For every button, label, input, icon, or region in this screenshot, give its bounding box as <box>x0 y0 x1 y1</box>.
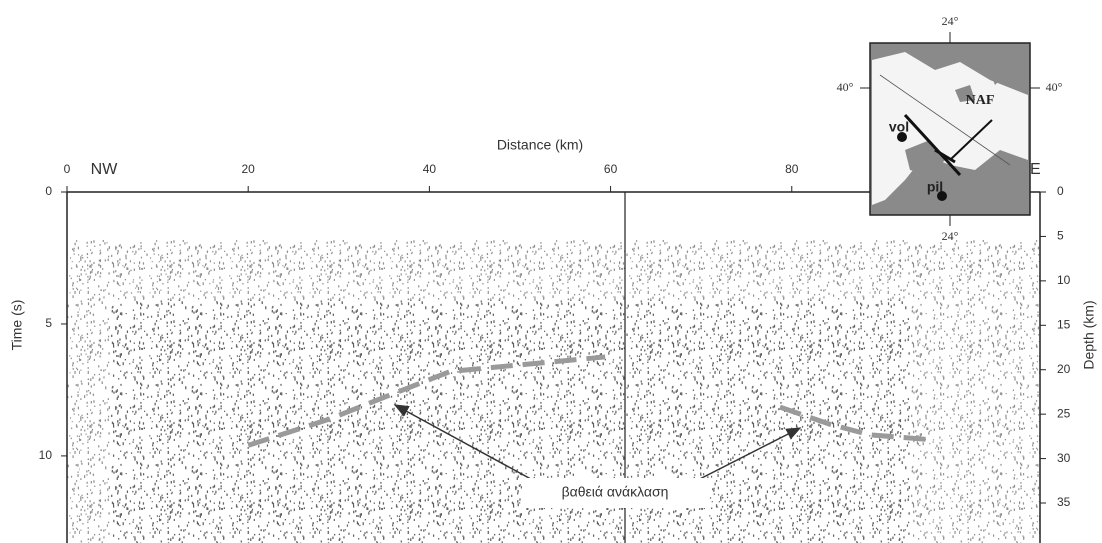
end-label: NW <box>91 161 119 178</box>
y2-tick-label: 35 <box>1057 495 1071 509</box>
x-axis-title: Distance (km) <box>497 137 583 153</box>
x-tick-label: 40 <box>423 162 437 176</box>
map-label: 40° <box>1046 80 1063 94</box>
seismic-figure: Distance (km) Time (s) Depth (km) NW SE … <box>0 0 1102 543</box>
x-tick-label: 80 <box>785 162 799 176</box>
y2-tick-label: 30 <box>1057 451 1071 465</box>
y2-tick-label: 5 <box>1057 229 1064 243</box>
y2-tick-label: 20 <box>1057 362 1071 376</box>
map-label: pil <box>927 179 943 195</box>
y2-tick-label: 0 <box>1057 184 1064 198</box>
map-label: NAF <box>966 93 995 108</box>
map-label: vol <box>889 119 909 135</box>
y2-tick-label: 25 <box>1057 406 1071 420</box>
y-tick-label: 0 <box>45 184 52 198</box>
map-label: 40° <box>837 80 854 94</box>
x-tick-label: 0 <box>64 162 71 176</box>
y2-axis-title: Depth (km) <box>1081 300 1097 369</box>
inset-map: 24° 40° 40° NAF vol pil 24° <box>837 14 1063 243</box>
y2-tick-label: 15 <box>1057 317 1071 331</box>
y-tick-label: 10 <box>39 448 53 462</box>
map-label: 24° <box>942 229 959 243</box>
x-tick-label: 20 <box>242 162 256 176</box>
annotation: βαθειά ανάκλαση <box>562 484 669 500</box>
x-tick-label: 60 <box>604 162 618 176</box>
y2-tick-label: 10 <box>1057 273 1071 287</box>
seismic-noise <box>110 300 910 543</box>
map-label: 24° <box>942 14 959 28</box>
y-tick-label: 5 <box>45 316 52 330</box>
y-axis-title: Time (s) <box>9 300 25 351</box>
